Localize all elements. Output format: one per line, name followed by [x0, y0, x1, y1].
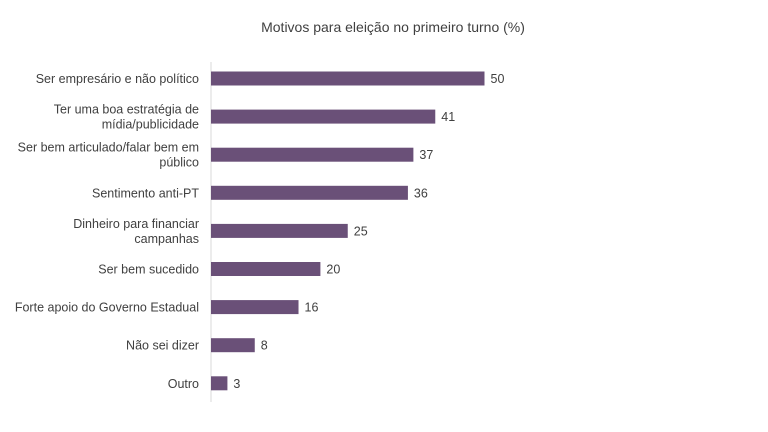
category-label-line: Dinheiro para financiar [73, 217, 199, 231]
bar-6 [211, 262, 321, 276]
category-label-line: Forte apoio do Governo Estadual [15, 301, 199, 315]
bar-1 [211, 71, 485, 86]
category-label-line: mídia/publicidade [102, 118, 199, 132]
data-label-2: 41 [441, 110, 455, 124]
category-label-9: Outro [168, 377, 199, 391]
data-label-3: 37 [419, 148, 433, 162]
category-label-6: Ser bem sucedido [98, 263, 199, 277]
bar-4 [211, 185, 408, 200]
category-label-line: público [159, 156, 199, 170]
category-label-2: Ter uma boa estratégia de mídia/publicida… [54, 103, 199, 132]
category-label-7: Forte apoio do Governo Estadual [15, 301, 199, 315]
bar-8 [211, 338, 255, 353]
bar-3 [211, 147, 414, 162]
data-label-5: 25 [354, 224, 368, 238]
category-label-5: Dinheiro para financiar campanhas [73, 217, 199, 246]
category-label-line: Outro [168, 377, 199, 391]
category-label-line: Sentimento anti-PT [92, 186, 199, 200]
category-label-line: Ser empresário e não político [36, 72, 199, 86]
chart-title: Motivos para eleição no primeiro turno (… [261, 19, 525, 35]
category-label-4: Sentimento anti-PT [92, 186, 199, 200]
data-label-1: 50 [491, 72, 505, 86]
bar-9 [211, 376, 228, 391]
category-label-3: Ser bem articulado/falar bem em público [18, 141, 199, 170]
bar-5 [211, 223, 348, 238]
data-label-9: 3 [233, 377, 240, 391]
category-label-8: Não sei dizer [126, 339, 199, 353]
data-label-8: 8 [261, 339, 268, 353]
category-label-1: Ser empresário e não político [36, 72, 199, 86]
data-label-7: 16 [305, 301, 319, 315]
data-label-4: 36 [414, 186, 428, 200]
category-label-line: Ter uma boa estratégia de [54, 103, 199, 117]
category-label-line: Ser bem sucedido [98, 263, 199, 277]
category-label-line: Ser bem articulado/falar bem em [18, 141, 199, 155]
category-label-line: campanhas [134, 232, 199, 246]
category-label-line: Não sei dizer [126, 339, 199, 353]
bar-2 [211, 109, 436, 124]
data-label-6: 20 [326, 263, 340, 277]
bars-group: 50 Ser empresário e não político 41 Ter uma… [15, 71, 505, 391]
bar-7 [211, 300, 299, 315]
